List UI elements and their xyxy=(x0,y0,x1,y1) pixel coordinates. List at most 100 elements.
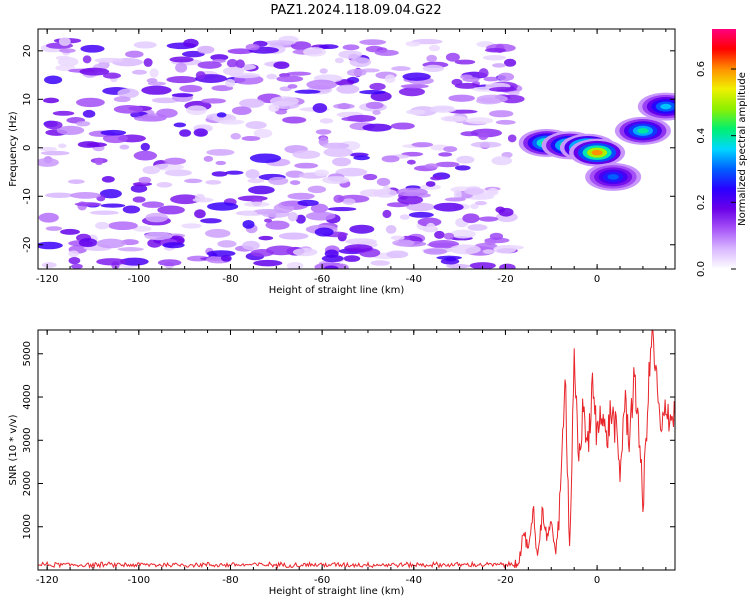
noise-blob xyxy=(100,129,127,136)
noise-blob xyxy=(484,47,506,53)
noise-blob xyxy=(44,120,63,130)
noise-blob xyxy=(319,68,328,74)
noise-blob xyxy=(470,203,479,210)
noise-blob xyxy=(411,142,434,148)
colorbar-gradient xyxy=(712,29,736,269)
spectrogram-blobs xyxy=(38,35,675,269)
noise-blob xyxy=(230,133,242,140)
noise-blob xyxy=(362,123,392,132)
noise-blob xyxy=(45,226,63,231)
noise-blob xyxy=(99,189,122,199)
noise-blob xyxy=(478,132,489,141)
noise-blob xyxy=(89,210,119,215)
noise-blob xyxy=(268,103,280,112)
noise-blob xyxy=(397,195,424,205)
noise-blob xyxy=(408,211,434,218)
noise-blob xyxy=(76,97,105,108)
noise-blob xyxy=(322,142,350,149)
noise-blob xyxy=(406,109,426,115)
noise-blob xyxy=(269,96,299,107)
noise-blob xyxy=(462,213,480,224)
noise-blob xyxy=(242,240,260,251)
noise-blob xyxy=(445,52,460,62)
noise-blob xyxy=(225,78,236,88)
noise-blob xyxy=(125,50,144,58)
noise-blob xyxy=(248,185,275,195)
noise-blob xyxy=(184,178,203,184)
snr-xtick-label: -120 xyxy=(36,575,59,586)
noise-blob xyxy=(266,73,278,80)
snr-ytick-label: 2000 xyxy=(22,471,33,496)
noise-blob xyxy=(465,117,494,125)
noise-blob xyxy=(462,76,480,83)
noise-blob xyxy=(94,57,125,63)
noise-blob xyxy=(482,249,495,255)
snr-series-line xyxy=(38,330,675,570)
snr-ylabel: SNR (10 * v/v) xyxy=(8,414,19,485)
noise-blob xyxy=(141,85,172,95)
snr-panel: -120 -100 -80 -60 -40 -20 0 1000 2000 3000 4000 500… xyxy=(8,329,676,597)
noise-blob xyxy=(449,244,481,255)
noise-blob xyxy=(203,155,214,162)
noise-blob xyxy=(133,150,158,161)
noise-blob xyxy=(372,110,381,116)
noise-blob xyxy=(226,58,238,68)
noise-blob xyxy=(424,163,439,169)
noise-blob xyxy=(314,227,334,237)
noise-blob xyxy=(240,210,258,216)
noise-blob xyxy=(507,134,517,143)
noise-blob xyxy=(346,68,367,77)
noise-blob xyxy=(483,76,500,82)
noise-blob xyxy=(182,50,205,58)
noise-blob xyxy=(381,155,400,163)
noise-blob xyxy=(435,161,460,168)
spec-ytick-label: 20 xyxy=(22,44,33,57)
noise-blob xyxy=(197,61,222,69)
noise-blob xyxy=(268,176,289,186)
noise-blob xyxy=(343,255,361,262)
spec-xtick-label: -120 xyxy=(36,274,59,285)
noise-blob xyxy=(215,160,227,166)
noise-blob xyxy=(100,203,126,208)
noise-blob xyxy=(456,155,475,164)
noise-blob xyxy=(43,97,59,104)
noise-blob xyxy=(425,181,436,187)
noise-blob xyxy=(86,142,107,148)
noise-blob xyxy=(40,146,57,152)
noise-blob xyxy=(149,68,159,78)
noise-blob xyxy=(454,165,471,171)
noise-blob xyxy=(318,44,339,50)
noise-blob xyxy=(454,59,476,65)
noise-blob xyxy=(235,59,245,69)
noise-blob xyxy=(487,188,499,196)
noise-blob xyxy=(451,78,463,86)
noise-blob xyxy=(179,84,203,93)
noise-blob xyxy=(245,169,260,179)
noise-blob xyxy=(423,248,448,255)
noise-blob xyxy=(207,202,239,211)
noise-blob xyxy=(422,64,444,73)
noise-blob xyxy=(265,220,290,230)
noise-blob xyxy=(157,205,185,215)
noise-blob xyxy=(349,57,372,68)
noise-blob xyxy=(469,262,496,269)
noise-blob xyxy=(370,260,391,266)
noise-blob xyxy=(55,55,71,61)
noise-blob xyxy=(171,93,194,98)
noise-blob xyxy=(258,235,274,241)
noise-blob xyxy=(342,44,360,51)
noise-blob xyxy=(52,110,75,116)
noise-blob xyxy=(95,221,110,230)
noise-blob xyxy=(151,97,180,104)
noise-blob xyxy=(321,254,344,263)
noise-blob xyxy=(493,245,517,254)
noise-blob xyxy=(282,116,307,124)
noise-blob xyxy=(287,84,298,89)
noise-blob xyxy=(385,224,397,234)
noise-blob xyxy=(101,175,115,183)
noise-blob xyxy=(241,136,261,142)
noise-blob xyxy=(495,119,516,125)
noise-blob xyxy=(315,129,332,135)
noise-blob xyxy=(79,67,110,76)
noise-blob xyxy=(438,152,453,157)
